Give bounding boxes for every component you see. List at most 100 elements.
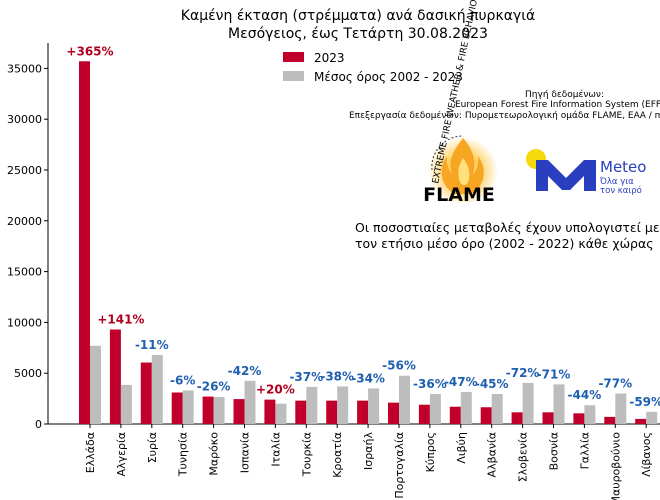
- bar-average: [90, 345, 101, 424]
- bar-2023: [542, 412, 554, 424]
- bar-average: [491, 394, 503, 424]
- x-tick-label: Λίβανος: [640, 432, 653, 477]
- legend-swatch-2023: [283, 52, 304, 62]
- bar-2023: [573, 413, 585, 424]
- meteo-tagline-2: τον καιρό: [600, 185, 642, 196]
- source-processing: Επεξεργασία δεδομένων: Πυρομετεωρολογική…: [349, 110, 660, 121]
- y-tick-label: 15000: [7, 266, 42, 279]
- bar-average: [429, 394, 441, 424]
- meteo-tagline-1: Όλα για: [599, 176, 634, 187]
- bar-2023: [388, 402, 399, 424]
- flame-ring-icon: [431, 135, 464, 171]
- x-tick-label: Τουρκία: [300, 432, 313, 477]
- percent-labels: +365% +141% -11% -6% -26% -42% +20%-37%-38%-34…: [66, 44, 660, 409]
- bar-average: [522, 382, 534, 424]
- x-tick-label: Κύπρος: [424, 432, 437, 472]
- bar-2023: [357, 400, 369, 424]
- x-tick-label: Σλοβενία: [517, 432, 530, 482]
- bar-average: [182, 390, 194, 424]
- y-ticks: 0 5000 10000 15000 20000 25000 30000 35000: [7, 62, 48, 431]
- flame-logo-text: FLAME: [423, 184, 495, 206]
- percent-change-label: -26%: [197, 380, 231, 394]
- percent-change-label: -59%: [629, 395, 660, 409]
- percent-change-label: -37%: [289, 370, 323, 384]
- bar-2023: [295, 400, 307, 424]
- bar-average: [306, 386, 318, 424]
- percent-change-label: -36%: [413, 377, 447, 391]
- percent-change-label: -77%: [598, 377, 632, 391]
- bar-2023: [264, 399, 276, 424]
- source-effis: European Forest Fire Information System …: [455, 100, 660, 110]
- y-tick-label: 25000: [7, 164, 42, 177]
- x-tick-label: Ισπανία: [239, 432, 252, 473]
- chart-title: Καμένη έκταση (στρέμματα) ανά δασική πυρ…: [181, 8, 535, 24]
- percent-change-label: -47%: [444, 375, 478, 389]
- percent-change-label: -72%: [506, 366, 540, 380]
- percent-change-label: -38%: [320, 369, 354, 383]
- bar-2023: [171, 392, 183, 424]
- percent-change-label: -34%: [351, 371, 385, 385]
- bar-2023: [511, 412, 523, 424]
- bar-average: [399, 375, 410, 424]
- y-tick-label: 30000: [7, 113, 42, 126]
- x-tick-label: Λιβύη: [455, 432, 468, 464]
- legend: 2023 Μέσος όρος 2002 - 2023: [283, 51, 463, 84]
- x-tick-label: Γαλλία: [578, 432, 591, 469]
- y-tick-label: 20000: [7, 215, 42, 228]
- percent-change-label: +20%: [256, 383, 295, 397]
- meteo-name: Meteo: [600, 158, 646, 176]
- bar-2023: [140, 362, 152, 424]
- x-tick-label: Κροατία: [331, 432, 344, 478]
- x-tick-label: Ισραήλ: [362, 432, 375, 470]
- note-line-2: τον ετήσιο μέσο όρο (2002 - 2022) κάθε χ…: [355, 236, 654, 251]
- bar-2023: [418, 404, 430, 424]
- bar-2023: [109, 329, 121, 424]
- x-tick-label: Μαρόκο: [208, 432, 221, 476]
- bar-average: [646, 411, 658, 424]
- source-credits: Πηγή δεδομένων: European Forest Fire Inf…: [349, 89, 660, 121]
- x-ticks: Ελλάδα Αλγερία Συρία Τυνησία Μαρόκο Ισπανία Ιτ…: [84, 424, 653, 500]
- x-tick-label: Αλβανία: [486, 432, 499, 477]
- bar-2023: [604, 416, 616, 424]
- bar-2023: [635, 418, 647, 424]
- y-tick-label: 35000: [7, 62, 42, 75]
- percent-change-label: -56%: [382, 359, 416, 373]
- x-tick-label: Ιταλία: [269, 432, 282, 467]
- bar-2023: [480, 407, 492, 424]
- meteo-m-icon: [536, 160, 596, 191]
- bar-average: [368, 388, 380, 424]
- x-tick-label: Πορτογαλία: [393, 432, 406, 499]
- y-tick-label: 0: [35, 418, 42, 431]
- bar-average: [337, 386, 349, 424]
- bar-average: [584, 405, 596, 424]
- bars: [79, 61, 658, 425]
- x-tick-label: Βοσνία: [548, 432, 561, 470]
- bar-average: [460, 391, 472, 424]
- legend-label-average: Μέσος όρος 2002 - 2023: [314, 70, 463, 84]
- meteo-logo: Meteo Όλα για τον καιρό: [526, 149, 646, 196]
- legend-swatch-average: [283, 71, 304, 81]
- y-tick-label: 5000: [14, 367, 42, 380]
- chart-subtitle: Μεσόγειος, έως Τετάρτη 30.08.2023: [228, 26, 488, 42]
- percent-change-label: -44%: [568, 388, 602, 402]
- percent-change-label: +141%: [97, 313, 144, 327]
- percent-change-label: -6%: [170, 373, 195, 387]
- bar-2023: [326, 400, 338, 424]
- legend-label-2023: 2023: [314, 51, 345, 65]
- percent-change-label: +365%: [66, 44, 113, 58]
- flame-core-icon: [458, 158, 470, 185]
- source-label: Πηγή δεδομένων:: [525, 89, 604, 100]
- percent-change-label: -45%: [475, 377, 509, 391]
- x-tick-label: Αλγερία: [115, 432, 128, 476]
- bar-2023: [449, 406, 461, 424]
- bar-2023: [79, 61, 90, 425]
- bar-average: [213, 397, 225, 424]
- x-tick-label: Μαυροβούνιο: [609, 432, 622, 500]
- x-tick-label: Συρία: [146, 432, 159, 463]
- percent-change-label: -71%: [537, 367, 571, 381]
- percent-change-label: -42%: [228, 364, 262, 378]
- bar-2023: [202, 396, 214, 424]
- bar-average: [553, 384, 565, 424]
- percent-change-label: -11%: [135, 338, 169, 352]
